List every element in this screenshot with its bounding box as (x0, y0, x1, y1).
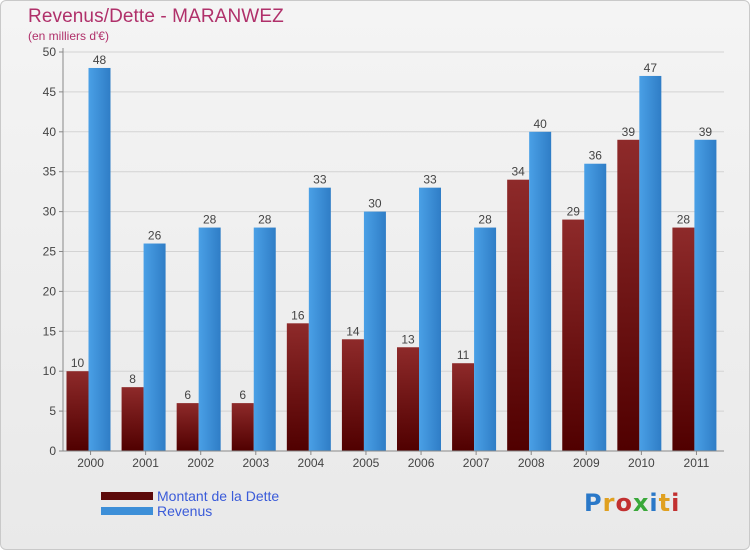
chart-subtitle: (en milliers d'€) (28, 29, 109, 43)
data-label: 47 (644, 61, 658, 75)
bars (66, 67, 717, 452)
data-label: 6 (239, 388, 246, 402)
x-tick-label: 2003 (242, 456, 269, 470)
x-tick-label: 2004 (298, 456, 325, 470)
legend-label-revenus: Revenus (157, 502, 213, 519)
y-tick-label: 10 (43, 364, 57, 378)
proxiti-logo: Proxiti (584, 489, 680, 517)
data-label: 28 (478, 213, 492, 227)
bar-dette (507, 179, 530, 451)
bar-revenus (419, 187, 441, 451)
x-tick-label: 2002 (187, 456, 214, 470)
data-label: 34 (511, 165, 525, 179)
y-tick-label: 0 (49, 444, 56, 458)
x-tick-label: 2010 (628, 456, 655, 470)
axes: 0 5 10 15 20 25 30 35 40 45 50 2000 2001 2002 2003 2004… (43, 45, 724, 470)
logo-letter: t (658, 489, 672, 517)
data-label: 48 (93, 53, 107, 67)
bar-dette (341, 339, 364, 451)
bar-dette (176, 403, 199, 451)
logo-letter: i (649, 489, 659, 517)
bar-revenus (308, 187, 331, 451)
data-label: 11 (457, 348, 470, 362)
y-tick-label: 45 (43, 85, 57, 99)
bar-revenus (584, 163, 607, 451)
y-tick-label: 25 (43, 245, 57, 259)
data-label: 28 (258, 213, 272, 227)
data-label: 39 (699, 125, 713, 139)
x-tick-label: 2011 (684, 456, 710, 470)
data-label: 33 (313, 173, 327, 187)
x-tick-label: 2005 (353, 456, 380, 470)
x-tick-label: 2007 (463, 456, 490, 470)
bar-revenus (694, 139, 717, 451)
grid-lines (63, 51, 724, 412)
bar-revenus (639, 75, 662, 451)
bar-revenus (143, 243, 166, 451)
bar-dette (286, 323, 309, 451)
bar-revenus (363, 211, 386, 451)
data-label: 28 (677, 213, 691, 227)
y-tick-label: 5 (49, 404, 56, 418)
data-label: 36 (589, 149, 603, 163)
y-tick-label: 50 (43, 45, 57, 59)
bar-revenus (88, 67, 111, 452)
chart-title: Revenus/Dette - MARANWEZ (28, 6, 284, 27)
bar-dette (562, 219, 585, 451)
x-tick-label: 2000 (77, 456, 104, 470)
data-label: 33 (423, 173, 437, 187)
logo-letter: o (615, 489, 633, 517)
bar-dette (617, 139, 640, 451)
data-label: 28 (203, 213, 217, 227)
logo-letter: r (602, 489, 616, 517)
y-tick-label: 20 (43, 284, 57, 298)
logo-letter: i (671, 489, 681, 517)
bar-dette (452, 363, 475, 451)
legend-item-dette: Montant de la Dette (101, 487, 280, 504)
bar-revenus (253, 227, 276, 451)
data-label: 26 (148, 229, 162, 243)
data-label: 13 (401, 332, 415, 346)
x-tick-label: 2001 (132, 456, 159, 470)
data-label: 16 (291, 308, 305, 322)
x-tick-label: 2008 (518, 456, 545, 470)
legend-swatch-revenus (101, 506, 153, 515)
legend-swatch-dette (101, 491, 153, 500)
bar-revenus (529, 131, 552, 452)
data-label: 39 (622, 125, 636, 139)
data-label: 29 (567, 205, 581, 219)
legend-item-revenus: Revenus (101, 502, 279, 519)
x-tick-label: 2006 (408, 456, 435, 470)
bar-dette (397, 347, 419, 451)
bar-dette (672, 227, 695, 451)
y-tick-label: 35 (43, 165, 57, 179)
data-label: 30 (368, 197, 382, 211)
data-label: 6 (184, 388, 191, 402)
legend: Montant de la Dette Revenus (101, 487, 280, 519)
data-label: 40 (533, 117, 547, 131)
y-tick-label: 30 (43, 205, 57, 219)
logo-letter: P (584, 489, 603, 517)
legend-label-dette: Montant de la Dette (157, 487, 280, 504)
bar-revenus (198, 227, 221, 451)
y-tick-label: 15 (43, 324, 57, 338)
data-label: 8 (129, 372, 136, 386)
bar-dette (121, 387, 144, 451)
data-labels: 10 48 8 26 6 28 6 28 16 33 14 30 13 33 11 28 34 40 29 36 39 4… (71, 53, 713, 402)
y-tick-label: 40 (43, 125, 57, 139)
data-label: 10 (71, 356, 85, 370)
bar-revenus (474, 227, 497, 451)
x-tick-label: 2009 (573, 456, 600, 470)
logo-letter: x (632, 489, 650, 517)
data-label: 14 (346, 324, 360, 338)
bar-dette (231, 403, 254, 451)
bar-dette (66, 371, 89, 451)
